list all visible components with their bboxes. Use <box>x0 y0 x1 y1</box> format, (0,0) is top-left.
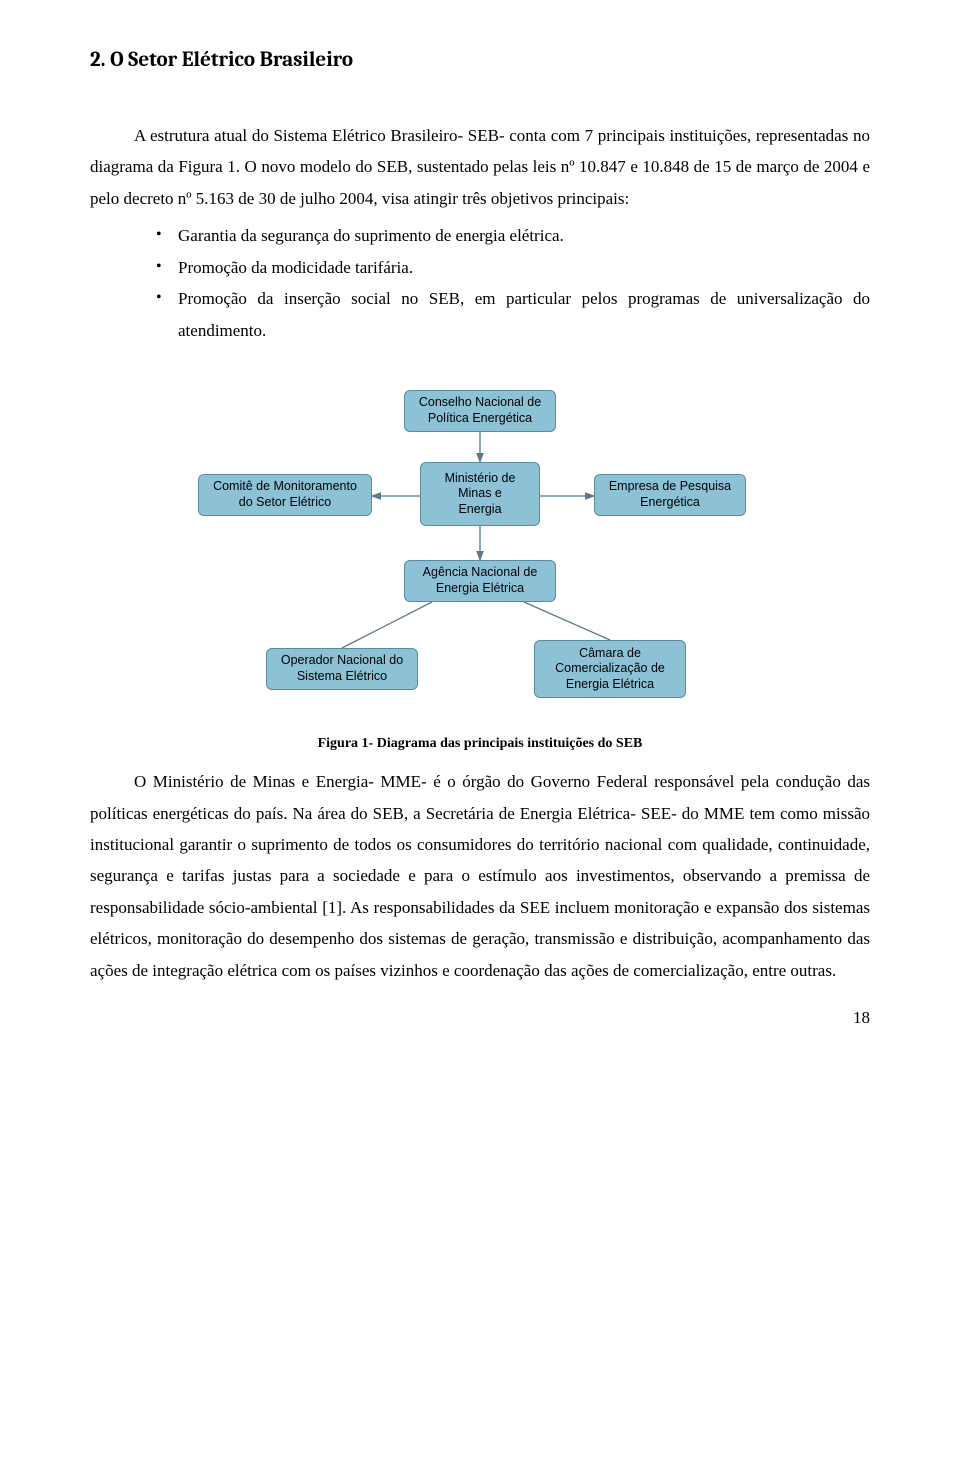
figure-caption: Figura 1- Diagrama das principais instit… <box>90 736 870 752</box>
diagram-node-mme: Ministério deMinas eEnergia <box>420 462 540 526</box>
page-number: 18 <box>90 1008 870 1028</box>
diagram-node-cnpe: Conselho Nacional dePolítica Energética <box>404 390 556 432</box>
list-item: Promoção da inserção social no SEB, em p… <box>156 283 870 346</box>
diagram-node-ccee: Câmara deComercialização deEnergia Elétr… <box>534 640 686 698</box>
list-item: Promoção da modicidade tarifária. <box>156 252 870 283</box>
seb-flowchart: Conselho Nacional dePolítica Energética C… <box>198 390 762 716</box>
intro-paragraph: A estrutura atual do Sistema Elétrico Br… <box>90 120 870 214</box>
body-paragraph: O Ministério de Minas e Energia- MME- é … <box>90 766 870 986</box>
diagram-container: Conselho Nacional dePolítica Energética C… <box>90 390 870 716</box>
diagram-node-epe: Empresa de PesquisaEnergética <box>594 474 746 516</box>
diagram-node-aneel: Agência Nacional deEnergia Elétrica <box>404 560 556 602</box>
objectives-list: Garantia da segurança do suprimento de e… <box>90 220 870 346</box>
diagram-node-cmse: Comitê de Monitoramentodo Setor Elétrico <box>198 474 372 516</box>
list-item: Garantia da segurança do suprimento de e… <box>156 220 870 251</box>
section-heading: 2. O Setor Elétrico Brasileiro <box>90 48 870 72</box>
diagram-node-ons: Operador Nacional doSistema Elétrico <box>266 648 418 690</box>
